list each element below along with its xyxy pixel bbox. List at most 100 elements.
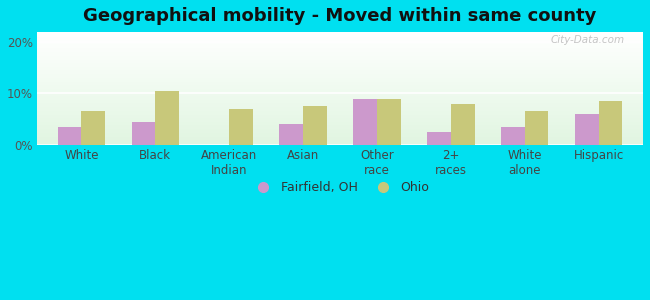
Bar: [37, 44, 643, 45]
Bar: [37, 51, 643, 52]
Bar: [37, 84, 643, 85]
Bar: [37, 101, 643, 102]
Bar: [37, 94, 643, 95]
Bar: [37, 56, 643, 57]
Bar: [280, 124, 303, 145]
Bar: [37, 106, 643, 107]
Bar: [37, 47, 643, 48]
Bar: [37, 138, 643, 139]
Bar: [37, 66, 643, 67]
Bar: [132, 122, 155, 145]
Bar: [37, 45, 643, 46]
Bar: [37, 110, 643, 111]
Bar: [37, 122, 643, 123]
Bar: [37, 93, 643, 94]
Bar: [37, 39, 643, 40]
Bar: [525, 111, 549, 145]
Bar: [37, 67, 643, 68]
Bar: [37, 128, 643, 129]
Bar: [37, 59, 643, 60]
Bar: [599, 101, 622, 145]
Bar: [37, 144, 643, 145]
Text: City-Data.com: City-Data.com: [551, 35, 625, 45]
Bar: [37, 114, 643, 115]
Bar: [37, 38, 643, 39]
Bar: [37, 120, 643, 121]
Bar: [37, 108, 643, 109]
Bar: [37, 43, 643, 44]
Bar: [501, 127, 525, 145]
Bar: [37, 99, 643, 100]
Bar: [58, 127, 81, 145]
Bar: [37, 60, 643, 61]
Bar: [354, 98, 377, 145]
Bar: [37, 55, 643, 56]
Title: Geographical mobility - Moved within same county: Geographical mobility - Moved within sam…: [83, 7, 597, 25]
Bar: [37, 69, 643, 70]
Bar: [37, 33, 643, 34]
Bar: [37, 142, 643, 143]
Bar: [37, 123, 643, 124]
Bar: [81, 111, 105, 145]
Bar: [37, 98, 643, 99]
Bar: [37, 133, 643, 134]
Bar: [37, 40, 643, 41]
Bar: [37, 135, 643, 136]
Bar: [37, 36, 643, 37]
Legend: Fairfield, OH, Ohio: Fairfield, OH, Ohio: [246, 176, 434, 199]
Bar: [37, 139, 643, 140]
Bar: [37, 96, 643, 97]
Bar: [37, 103, 643, 104]
Bar: [37, 116, 643, 117]
Bar: [37, 37, 643, 38]
Bar: [37, 91, 643, 92]
Bar: [37, 111, 643, 112]
Bar: [37, 34, 643, 35]
Bar: [37, 41, 643, 42]
Bar: [37, 54, 643, 55]
Bar: [37, 57, 643, 58]
Bar: [37, 61, 643, 62]
Bar: [37, 129, 643, 130]
Bar: [37, 130, 643, 131]
Bar: [37, 65, 643, 66]
Bar: [37, 40, 643, 41]
Bar: [37, 42, 643, 43]
Bar: [37, 50, 643, 51]
Bar: [37, 58, 643, 59]
Bar: [37, 107, 643, 108]
Bar: [37, 89, 643, 90]
Bar: [37, 86, 643, 87]
Bar: [37, 100, 643, 101]
Bar: [427, 132, 451, 145]
Bar: [37, 125, 643, 126]
Bar: [37, 88, 643, 89]
Bar: [37, 83, 643, 84]
Bar: [37, 143, 643, 144]
Bar: [37, 53, 643, 54]
Bar: [37, 82, 643, 83]
Bar: [37, 77, 643, 78]
Bar: [37, 80, 643, 81]
Bar: [37, 81, 643, 82]
Bar: [37, 104, 643, 105]
Bar: [37, 79, 643, 80]
Bar: [37, 112, 643, 113]
Bar: [451, 104, 474, 145]
Bar: [303, 106, 327, 145]
Bar: [37, 75, 643, 76]
Bar: [37, 76, 643, 77]
Bar: [37, 119, 643, 120]
Bar: [37, 109, 643, 110]
Bar: [37, 127, 643, 128]
Bar: [37, 126, 643, 127]
Bar: [37, 97, 643, 98]
Bar: [37, 113, 643, 114]
Bar: [37, 78, 643, 79]
Bar: [37, 134, 643, 135]
Bar: [37, 137, 643, 138]
Bar: [37, 74, 643, 75]
Bar: [37, 140, 643, 141]
Bar: [37, 35, 643, 36]
Bar: [37, 52, 643, 53]
